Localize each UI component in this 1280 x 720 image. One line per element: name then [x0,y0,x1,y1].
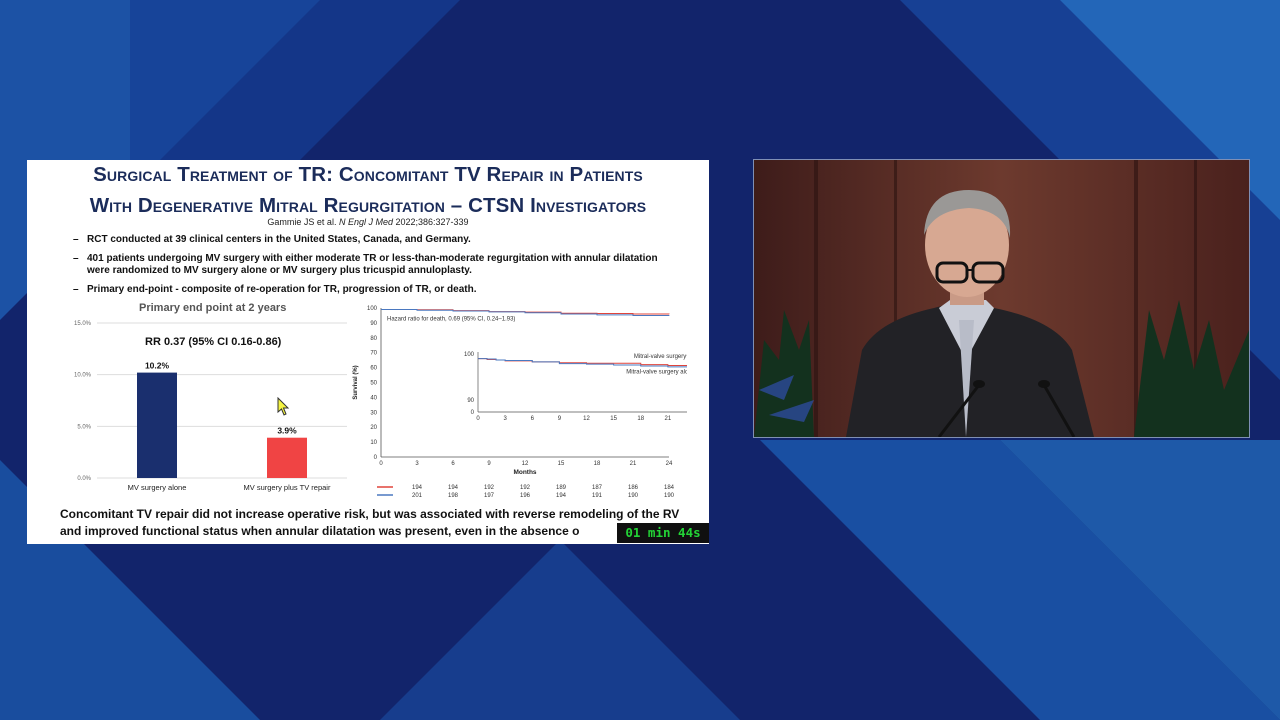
slide-title: Surgical Treatment of TR: Concomitant TV… [27,160,709,221]
km-y-tick-label: 20 [370,425,377,431]
at-risk-count: 187 [592,485,603,491]
km-x-tick-label: 6 [451,461,455,467]
km-y-tick-label: 90 [370,321,377,327]
inset-series-label: Mitral-valve surgery alone [626,369,687,375]
inset-x-tick-label: 15 [610,416,617,422]
km-y-tick-label: 40 [370,395,377,401]
km-y-tick-label: 70 [370,351,377,357]
slide-title-line1: Surgical Treatment of TR: Concomitant TV… [93,163,643,186]
inset-x-tick-label: 6 [531,416,535,422]
bullet-item: 401 patients undergoing MV surgery with … [73,253,683,277]
citation-ref: 2022;386:327-339 [392,217,469,227]
km-y-tick-label: 80 [370,336,377,342]
inset-x-tick-label: 3 [503,416,507,422]
km-y-tick-label: 60 [370,366,377,372]
at-risk-count: 194 [412,485,423,491]
presentation-slide: Surgical Treatment of TR: Concomitant TV… [27,160,709,544]
at-risk-count: 197 [484,493,495,499]
inset-x-tick-label: 9 [558,416,562,422]
km-y-tick-label: 0 [374,455,378,461]
bar-value-label: 3.9% [277,426,297,436]
at-risk-count: 192 [520,485,531,491]
km-x-tick-label: 0 [379,461,383,467]
relative-risk-text: RR 0.37 (95% CI 0.16-0.86) [145,336,282,348]
citation-authors: Gammie JS et al. [267,217,339,227]
inset-x-tick-label: 0 [476,416,480,422]
countdown-timer: 01 min 44s [617,523,709,543]
at-risk-count: 196 [520,493,531,499]
inset-x-tick-label: 12 [583,416,590,422]
citation: Gammie JS et al. N Engl J Med 2022;386:3… [27,217,709,227]
km-x-tick-label: 3 [415,461,419,467]
citation-journal: N Engl J Med [338,217,393,227]
speaker-video [753,159,1250,438]
bar-chart: 0.0% 5.0% 10.0% 15.0% 10.2% MV surgery alone 3… [74,321,347,492]
inset-series-line [478,358,687,368]
km-y-tick-label: 50 [370,381,377,387]
at-risk-count: 190 [664,493,675,499]
at-risk-count: 186 [628,485,639,491]
inset-x-tick-label: 21 [665,416,672,422]
at-risk-count: 201 [412,493,423,499]
km-y-tick-label: 10 [370,440,377,446]
inset-x-tick-label: 18 [637,416,644,422]
km-x-tick-label: 24 [666,461,673,467]
slide-title-line2: With Degenerative Mitral Regurgitation –… [89,194,647,217]
bar-value-label: 10.2% [145,361,170,371]
at-risk-count: 191 [592,493,603,499]
at-risk-count: 184 [664,485,675,491]
km-series-line [381,308,670,316]
inset-y-tick-label: 90 [467,398,474,404]
km-x-tick-label: 18 [594,461,601,467]
km-y-axis-label: Survival (%) [353,365,359,399]
inset-y-tick-label: 100 [464,352,475,358]
bar-chart-y-tick-label: 0.0% [77,476,91,482]
bullet-list: RCT conducted at 39 clinical centers in … [73,234,683,303]
bar [267,437,307,478]
km-x-tick-label: 9 [487,461,491,467]
slide-summary-text: Concomitant TV repair did not increase o… [60,507,680,538]
bar-chart-y-tick-label: 15.0% [74,321,92,327]
bar-category-label: MV surgery alone [128,483,187,492]
mouse-cursor-icon [277,397,290,416]
speaker-video-frame [754,160,1249,437]
km-x-tick-label: 12 [522,461,529,467]
inset-series-label: Mitral-valve surgery+TA [634,354,687,360]
at-risk-count: 190 [628,493,639,499]
bullet-item: Primary end-point - composite of re-oper… [73,284,683,296]
at-risk-count: 192 [484,485,495,491]
at-risk-count: 189 [556,485,567,491]
bar-chart-y-tick-label: 5.0% [77,424,91,430]
bar-category-label: MV surgery plus TV repair [244,483,331,492]
at-risk-count: 194 [556,493,567,499]
km-x-axis-label: Months [513,469,536,476]
bar [137,372,177,478]
km-y-tick-label: 30 [370,410,377,416]
km-hazard-annotation: Hazard ratio for death, 0.69 (95% CI, 0.… [387,316,515,322]
bar-chart-title: Primary end point at 2 years [139,302,287,314]
bullet-item: RCT conducted at 39 clinical centers in … [73,234,683,246]
km-y-tick-label: 100 [367,306,378,312]
bar-chart-y-tick-label: 10.0% [74,373,92,379]
km-x-tick-label: 15 [558,461,565,467]
at-risk-count: 194 [448,485,459,491]
km-x-tick-label: 21 [630,461,637,467]
inset-y-tick-label: 0 [471,410,475,416]
at-risk-count: 198 [448,493,459,499]
